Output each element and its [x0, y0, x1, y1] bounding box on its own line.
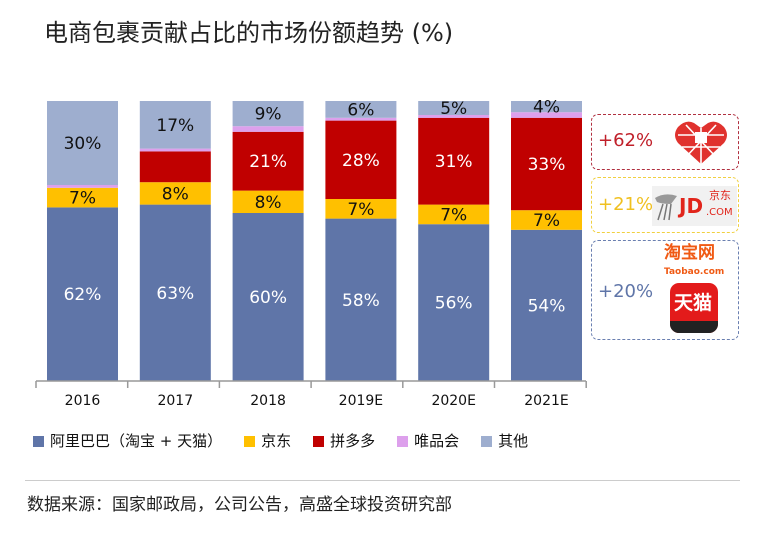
jd-logo-suffix: .COM	[706, 207, 733, 218]
x-tick-label: 2021E	[524, 393, 568, 409]
bar-segment	[325, 120, 397, 199]
data-label: 54%	[528, 296, 566, 316]
bar-segment	[47, 101, 118, 185]
bar-segment	[511, 117, 582, 211]
data-label: 5%	[440, 99, 467, 119]
callout-alibaba: +20% 淘宝网 Taobao.com 天猫	[591, 240, 739, 340]
bar-segment	[232, 131, 304, 191]
bar-segment	[232, 101, 304, 127]
data-label: 62%	[64, 285, 102, 305]
jd-logo-icon: JD 京东 .COM	[652, 186, 737, 226]
data-label: 8%	[162, 184, 189, 204]
bar-segment	[232, 126, 304, 132]
legend-swatch	[33, 435, 44, 447]
data-label: 58%	[342, 291, 380, 311]
divider	[25, 480, 740, 481]
legend-item: 阿里巴巴（淘宝 + 天猫）	[33, 432, 222, 450]
x-tick-label: 2016	[65, 393, 101, 409]
data-label: 17%	[156, 116, 194, 136]
data-label: 7%	[347, 200, 374, 220]
data-label: 56%	[435, 294, 473, 314]
bar-segment	[511, 210, 582, 230]
taobao-logo-url: Taobao.com	[664, 267, 725, 277]
bar-segment	[139, 182, 211, 205]
callout-value: +21%	[598, 194, 654, 215]
legend-item: 其他	[481, 432, 528, 450]
bar-segment	[325, 117, 397, 121]
legend-item: 拼多多	[313, 432, 375, 450]
source-note: 数据来源：国家邮政局，公司公告，高盛全球投资研究部	[27, 495, 452, 515]
x-tick-label: 2018	[250, 393, 286, 409]
bar-segment	[511, 101, 582, 113]
legend-label: 阿里巴巴（淘宝 + 天猫）	[50, 432, 223, 450]
data-label: 7%	[440, 205, 467, 225]
bar-segment	[325, 199, 397, 219]
tmall-cat-ears	[670, 321, 718, 333]
tmall-logo-icon: 天猫	[670, 283, 718, 333]
legend-swatch	[313, 435, 325, 447]
legend-item: 唯品会	[397, 432, 459, 450]
tmall-logo-text: 天猫	[674, 292, 713, 314]
data-label: 6%	[347, 100, 374, 120]
data-label: 33%	[528, 155, 566, 175]
bar-segment	[418, 115, 490, 118]
bar-segment	[232, 213, 304, 381]
bar-segment	[325, 218, 397, 381]
bar-segment	[139, 148, 211, 152]
bar-segment	[232, 190, 304, 213]
data-label: 21%	[249, 152, 287, 172]
legend-label: 拼多多	[330, 432, 376, 450]
data-label: 60%	[249, 288, 287, 308]
data-label: 8%	[255, 193, 282, 213]
bar-segment	[418, 204, 490, 225]
legend-item: 京东	[244, 432, 291, 450]
callout-pinduoduo: +62%	[591, 114, 739, 170]
bar-segment	[139, 151, 211, 183]
legend-label: 其他	[498, 432, 529, 450]
legend-swatch	[481, 435, 493, 447]
bar-segment	[47, 185, 118, 188]
callout-value: +62%	[598, 130, 654, 151]
callout-value: +20%	[598, 281, 654, 302]
data-label: 9%	[255, 105, 282, 125]
x-tick-label: 2017	[157, 393, 193, 409]
bar-segment	[418, 117, 490, 205]
jd-logo-cn: 京东	[709, 189, 731, 202]
taobao-logo-text: 淘宝网	[664, 243, 715, 263]
data-label: 7%	[69, 189, 96, 209]
bar-segment	[47, 207, 118, 381]
data-label: 28%	[342, 151, 380, 171]
data-label: 63%	[156, 284, 194, 304]
x-tick-label: 2020E	[431, 393, 475, 409]
pinduoduo-logo-icon	[675, 121, 727, 164]
chart-title: 电商包裹贡献占比的市场份额趋势 (%)	[44, 19, 454, 47]
legend-swatch	[244, 435, 256, 447]
bar-segment	[418, 101, 490, 115]
bar-segment	[511, 112, 582, 118]
jd-logo-text: JD	[679, 194, 704, 218]
bar-segment	[418, 224, 490, 381]
bar-segment	[139, 101, 211, 149]
bar-segment	[325, 101, 397, 118]
data-label: 7%	[533, 211, 560, 231]
callout-jd: +21% JD 京东 .COM	[591, 177, 739, 233]
data-label: 31%	[435, 152, 473, 172]
legend-label: 京东	[261, 432, 292, 450]
jd-dog-icon	[655, 194, 677, 221]
data-label: 30%	[64, 134, 102, 154]
legend: 阿里巴巴（淘宝 + 天猫） 京东 拼多多 唯品会 其他	[33, 432, 528, 450]
data-label: 4%	[533, 98, 560, 118]
legend-swatch	[397, 435, 409, 447]
bar-segment	[47, 187, 118, 208]
legend-label: 唯品会	[414, 432, 460, 450]
x-tick-label: 2019E	[339, 393, 383, 409]
bar-segment	[139, 204, 211, 381]
bar-segment	[511, 229, 582, 381]
